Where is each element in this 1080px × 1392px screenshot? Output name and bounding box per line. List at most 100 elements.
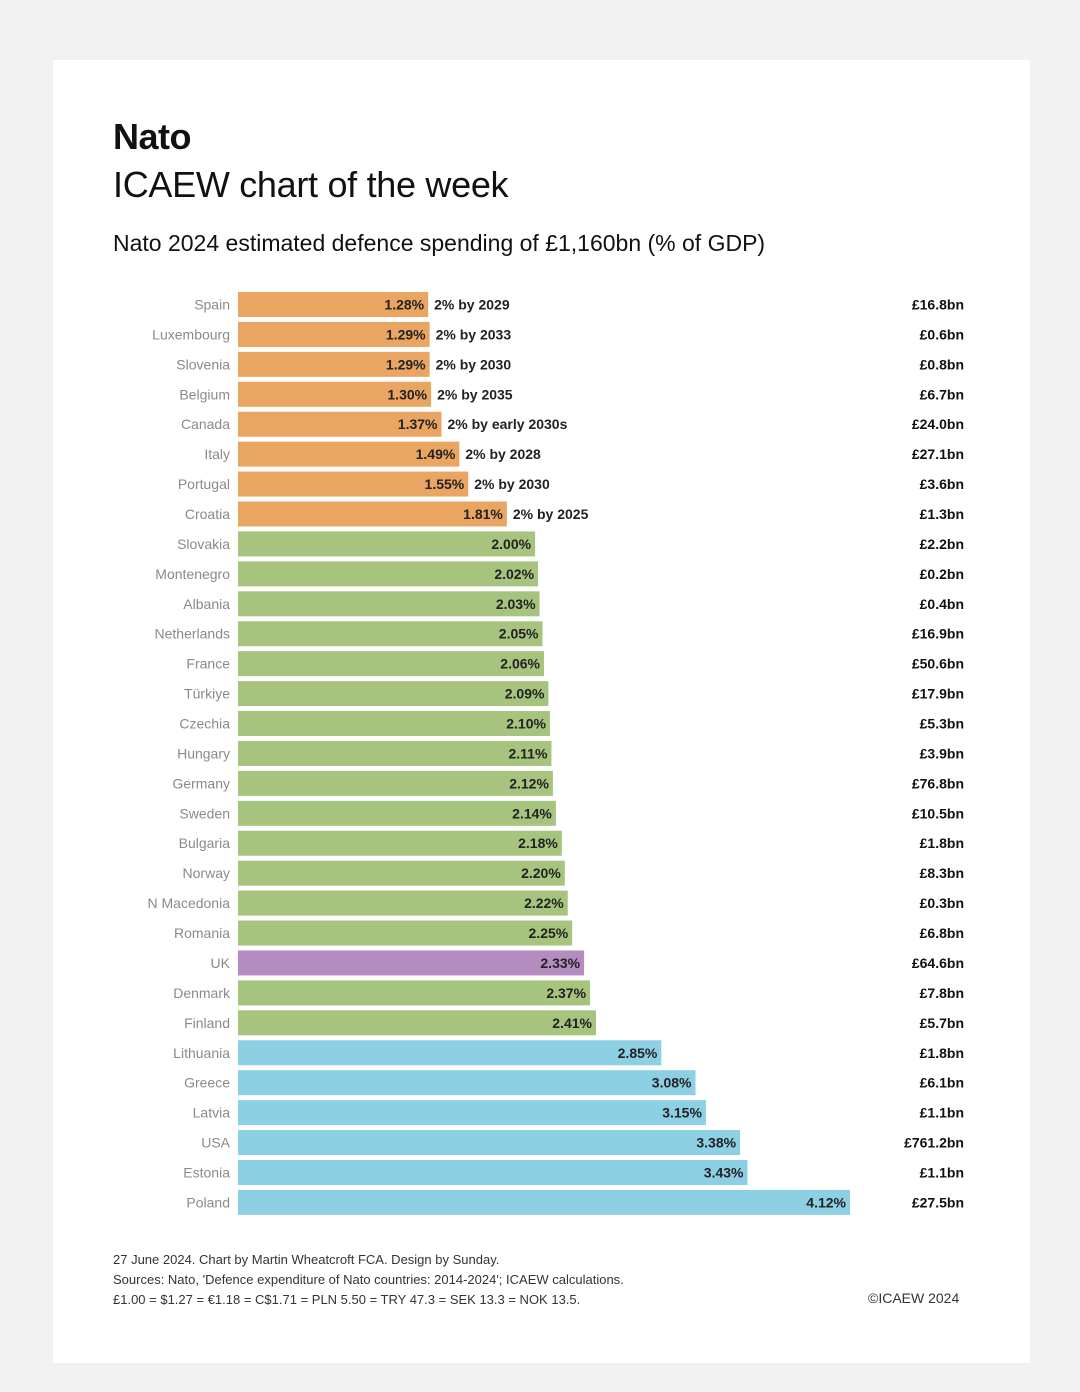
value-label: 1.29% [386,356,426,372]
category-label: Hungary [177,745,230,761]
bar [238,770,553,796]
category-label: Croatia [185,506,230,522]
category-label: Slovenia [176,356,230,372]
bar [238,711,550,737]
bar [238,531,536,557]
value-label: 2.06% [500,656,540,672]
value-label: 2.18% [518,835,558,851]
footer-date-credit: 27 June 2024. Chart by Martin Wheatcroft… [113,1252,500,1267]
value-label: 3.08% [652,1075,692,1091]
spending-label: £5.7bn [920,1015,964,1031]
value-label: 1.30% [387,386,427,402]
target-annotation: 2% by 2035 [437,386,513,402]
category-label: Latvia [193,1105,231,1121]
chart-title: Nato 2024 estimated defence spending of … [113,230,766,256]
category-label: Estonia [183,1164,230,1180]
bar [238,980,591,1006]
spending-label: £8.3bn [920,865,964,881]
bar [238,740,552,766]
category-label: Denmark [173,985,231,1001]
category-label: Lithuania [173,1045,230,1061]
value-label: 2.11% [508,745,547,761]
category-label: France [186,656,230,672]
target-annotation: 2% by 2030 [474,476,550,492]
category-label: Portugal [178,476,230,492]
footer-notes: 27 June 2024. Chart by Martin Wheatcroft… [113,1250,624,1310]
value-label: 2.10% [506,716,546,732]
footer-sources: Sources: Nato, 'Defence expenditure of N… [113,1272,624,1287]
spending-label: £24.0bn [912,416,964,432]
category-label: USA [201,1135,230,1151]
spending-label: £1.1bn [920,1105,964,1121]
bar [238,1130,741,1156]
bar [238,1159,748,1185]
value-label: 2.41% [552,1015,592,1031]
page-title: Nato [113,116,192,157]
bar [238,411,442,437]
bar [238,561,539,587]
spending-label: £76.8bn [912,775,964,791]
value-label: 1.55% [425,476,465,492]
spending-label: £6.7bn [920,386,964,402]
spending-label: £0.6bn [920,326,964,342]
value-label: 2.85% [618,1045,658,1061]
bar [238,381,432,407]
value-label: 2.33% [540,955,580,971]
spending-label: £7.8bn [920,985,964,1001]
category-label: Türkiye [184,686,230,702]
value-label: 2.22% [524,895,564,911]
spending-label: £5.3bn [920,716,964,732]
spending-label: £761.2bn [904,1135,964,1151]
spending-label: £0.2bn [920,566,964,582]
category-label: Luxembourg [152,326,230,342]
page-subtitle: ICAEW chart of the week [113,164,509,205]
value-label: 2.25% [529,925,569,941]
bar [238,1070,696,1096]
category-label: Slovakia [177,536,230,552]
bar [238,651,544,677]
value-label: 1.29% [386,326,426,342]
category-label: Germany [172,775,230,791]
category-label: Netherlands [155,626,231,642]
category-label: Czechia [179,716,230,732]
bar-chart: Spain 1.28% 2% by 2029 £16.8bn Luxembourg 1.2… [148,292,964,1215]
spending-label: £3.6bn [920,476,964,492]
value-label: 2.14% [512,805,552,821]
category-label: Italy [204,446,230,462]
spending-label: £2.2bn [920,536,964,552]
value-label: 2.09% [505,686,545,702]
bar [238,292,429,317]
category-label: Norway [183,865,230,881]
category-label: Montenegro [155,566,230,582]
category-label: UK [211,955,231,971]
value-label: 1.49% [416,446,456,462]
value-label: 1.81% [463,506,503,522]
spending-label: £1.8bn [920,835,964,851]
spending-label: £17.9bn [912,686,964,702]
spending-label: £1.1bn [920,1164,964,1180]
category-label: N Macedonia [148,895,231,911]
bar [238,890,568,916]
value-label: 3.15% [662,1105,702,1121]
spending-label: £1.8bn [920,1045,964,1061]
category-label: Sweden [179,805,230,821]
category-label: Romania [174,925,230,941]
bar [238,830,562,856]
bar [238,621,543,647]
spending-label: £0.8bn [920,356,964,372]
value-label: 2.00% [491,536,531,552]
spending-label: £0.4bn [920,596,964,612]
value-label: 2.20% [521,865,561,881]
bar [238,501,507,527]
spending-label: £27.1bn [912,446,964,462]
target-annotation: 2% by 2033 [436,326,512,342]
category-label: Poland [186,1194,230,1210]
bar [238,471,469,497]
target-annotation: 2% by 2028 [465,446,541,462]
spending-label: £27.5bn [912,1194,964,1210]
bar [238,1100,706,1126]
bar [238,681,549,707]
target-annotation: 2% by 2025 [513,506,589,522]
target-annotation: 2% by 2030 [436,356,512,372]
copyright: ©ICAEW 2024 [868,1290,960,1306]
